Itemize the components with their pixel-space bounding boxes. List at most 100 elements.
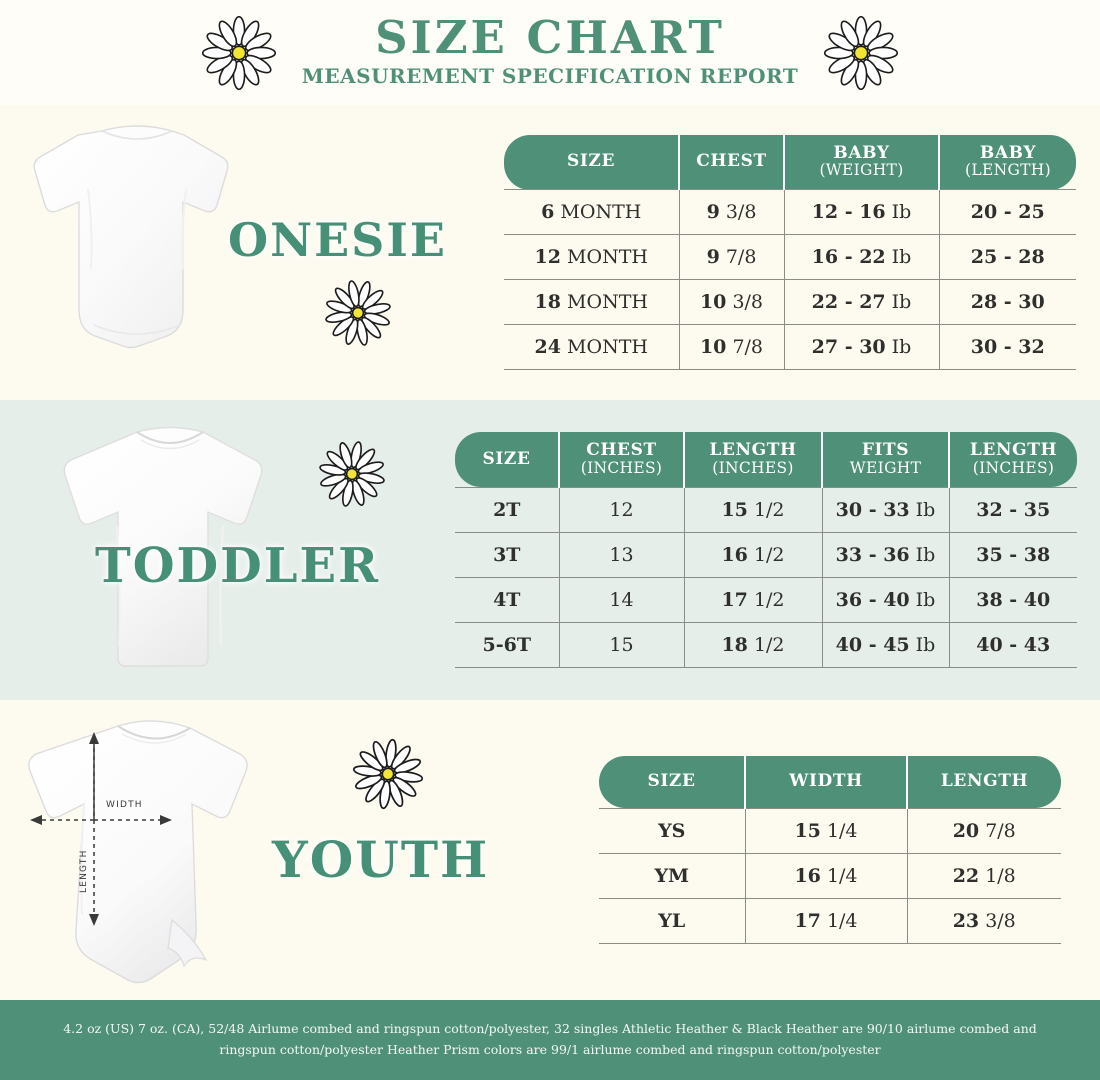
page-title: SIZE CHART xyxy=(375,11,725,64)
onesie-table-area: SIZE CHEST BABY (WEIGHT) BABY (LENGTH) 6 MONT… xyxy=(480,134,1100,371)
table-cell: 4T xyxy=(455,576,559,623)
table-cell: 12 - 16 Ib xyxy=(783,189,939,235)
footer-material-text: 4.2 oz (US) 7 oz. (CA), 52/48 Airlume co… xyxy=(63,1021,1037,1057)
table-cell: 9 3/8 xyxy=(678,189,784,235)
table-cell: YM xyxy=(599,852,745,899)
table-row: 6 MONTH 9 3/8 12 - 16 Ib 20 - 25 xyxy=(504,189,1076,235)
column-header-main: WIDTH xyxy=(789,771,863,792)
table-cell: YS xyxy=(599,807,745,854)
toddler-tshirt-photo xyxy=(63,426,263,667)
column-header-main: SIZE xyxy=(482,448,531,469)
column-header-sub: (INCHES) xyxy=(580,458,663,477)
size-table-youth: SIZE WIDTH LENGTH YS 15 1/4 20 7/8 YM 16 1/4 22… xyxy=(599,756,1061,944)
table-cell: 18 MONTH xyxy=(504,279,679,325)
table-cell: 17 1/4 xyxy=(744,897,907,944)
table-cell: YL xyxy=(599,897,745,944)
section-youth: WIDTH LENGTH YOUTH SIZE WIDTH xyxy=(0,700,1100,1000)
table-row: YS 15 1/4 20 7/8 xyxy=(599,807,1061,854)
table-cell: 13 xyxy=(558,531,684,578)
table-cell: 2T xyxy=(455,486,559,533)
column-header-size: SIZE xyxy=(504,134,679,190)
column-header-width: WIDTH xyxy=(744,756,907,809)
section-onesie: ONESIE SIZE C xyxy=(0,105,1100,400)
column-header-main: CHEST xyxy=(586,440,657,461)
column-header-main: SIZE xyxy=(647,771,696,792)
column-header-baby: BABY (WEIGHT) xyxy=(783,134,939,190)
column-header-main: SIZE xyxy=(567,151,615,172)
table-cell: 16 1/4 xyxy=(744,852,907,899)
onesie-garment-area: ONESIE xyxy=(0,105,480,400)
column-header-main: CHEST xyxy=(696,151,767,172)
measurement-label-length: LENGTH xyxy=(79,849,89,893)
page-subtitle: MEASUREMENT SPECIFICATION REPORT xyxy=(301,64,799,88)
table-cell: 10 7/8 xyxy=(678,324,784,371)
table-cell: 16 - 22 Ib xyxy=(783,234,939,280)
size-table-toddler: SIZE CHEST (INCHES) LENGTH (INCHES) FITS WEIGH… xyxy=(455,432,1077,668)
daisy-flower-icon xyxy=(324,279,393,352)
table-cell: 35 - 38 xyxy=(948,531,1077,578)
table-cell: 20 - 25 xyxy=(938,189,1076,235)
table-cell: 15 1/4 xyxy=(744,807,907,854)
column-header-length: LENGTH xyxy=(906,756,1061,809)
table-row: 4T 14 17 1/2 36 - 40 Ib 38 - 40 xyxy=(455,576,1077,623)
column-header-fits: FITS WEIGHT xyxy=(821,432,949,488)
measurement-label-width: WIDTH xyxy=(106,800,143,810)
table-cell: 27 - 30 Ib xyxy=(783,324,939,371)
column-header-sub: (WEIGHT) xyxy=(819,161,904,180)
youth-tshirt-photo: WIDTH LENGTH xyxy=(28,720,248,984)
table-cell: 33 - 36 Ib xyxy=(821,531,949,578)
table-row: 3T 13 16 1/2 33 - 36 Ib 35 - 38 xyxy=(455,531,1077,578)
column-header-chest: CHEST (INCHES) xyxy=(558,432,684,488)
table-cell: 38 - 40 xyxy=(948,576,1077,623)
table-row: 12 MONTH 9 7/8 16 - 22 Ib 25 - 28 xyxy=(504,234,1076,280)
table-cell: 30 - 33 Ib xyxy=(821,486,949,533)
table-cell: 22 1/8 xyxy=(906,852,1061,899)
table-cell: 22 - 27 Ib xyxy=(783,279,939,325)
table-row: YM 16 1/4 22 1/8 xyxy=(599,852,1061,899)
column-header-baby: BABY (LENGTH) xyxy=(938,134,1076,190)
column-header-sub: WEIGHT xyxy=(849,458,922,477)
table-header-row: SIZE WIDTH LENGTH xyxy=(599,756,1061,809)
table-cell: 17 1/2 xyxy=(683,576,822,623)
column-header-chest: CHEST xyxy=(678,134,784,190)
table-cell: 12 MONTH xyxy=(504,234,679,280)
column-header-main: LENGTH xyxy=(940,771,1029,792)
table-cell: 5-6T xyxy=(455,621,559,668)
table-row: 24 MONTH 10 7/8 27 - 30 Ib 30 - 32 xyxy=(504,324,1076,371)
table-cell: 16 1/2 xyxy=(683,531,822,578)
size-table-onesie: SIZE CHEST BABY (WEIGHT) BABY (LENGTH) 6 MONT… xyxy=(504,134,1076,371)
column-header-length: LENGTH (INCHES) xyxy=(948,432,1077,488)
category-label-toddler: TODDLER xyxy=(95,538,381,594)
daisy-flower-icon xyxy=(352,738,424,815)
column-header-sub: (INCHES) xyxy=(972,458,1055,477)
table-cell: 12 xyxy=(558,486,684,533)
column-header-length: LENGTH (INCHES) xyxy=(683,432,822,488)
daisy-flower-icon xyxy=(318,440,386,513)
table-row: 5-6T 15 18 1/2 40 - 45 Ib 40 - 43 xyxy=(455,621,1077,668)
table-cell: 40 - 45 Ib xyxy=(821,621,949,668)
table-cell: 6 MONTH xyxy=(504,189,679,235)
table-cell: 23 3/8 xyxy=(906,897,1061,944)
table-cell: 28 - 30 xyxy=(938,279,1076,325)
page-header: SIZE CHART MEASUREMENT SPECIFICATION REP… xyxy=(0,0,1100,105)
column-header-size: SIZE xyxy=(599,756,745,809)
column-header-main: LENGTH xyxy=(969,440,1058,461)
youth-garment-area: WIDTH LENGTH YOUTH xyxy=(0,700,560,1000)
column-header-size: SIZE xyxy=(455,432,559,488)
table-row: 2T 12 15 1/2 30 - 33 Ib 32 - 35 xyxy=(455,486,1077,533)
category-label-onesie: ONESIE xyxy=(228,213,447,267)
toddler-garment-area: TODDLER xyxy=(0,400,432,700)
table-cell: 15 1/2 xyxy=(683,486,822,533)
table-header-row: SIZE CHEST (INCHES) LENGTH (INCHES) FITS WEIGH… xyxy=(455,432,1077,488)
baby-onesie-photo xyxy=(33,125,229,349)
table-cell: 9 7/8 xyxy=(678,234,784,280)
table-cell: 15 xyxy=(558,621,684,668)
title-block: SIZE CHART MEASUREMENT SPECIFICATION REP… xyxy=(302,15,798,90)
page-footer: 4.2 oz (US) 7 oz. (CA), 52/48 Airlume co… xyxy=(0,1000,1100,1080)
column-header-main: FITS xyxy=(861,440,910,461)
toddler-table-area: SIZE CHEST (INCHES) LENGTH (INCHES) FITS WEIGH… xyxy=(432,432,1100,668)
table-cell: 25 - 28 xyxy=(938,234,1076,280)
table-cell: 40 - 43 xyxy=(948,621,1077,668)
table-cell: 3T xyxy=(455,531,559,578)
column-header-sub: (LENGTH) xyxy=(965,161,1051,180)
